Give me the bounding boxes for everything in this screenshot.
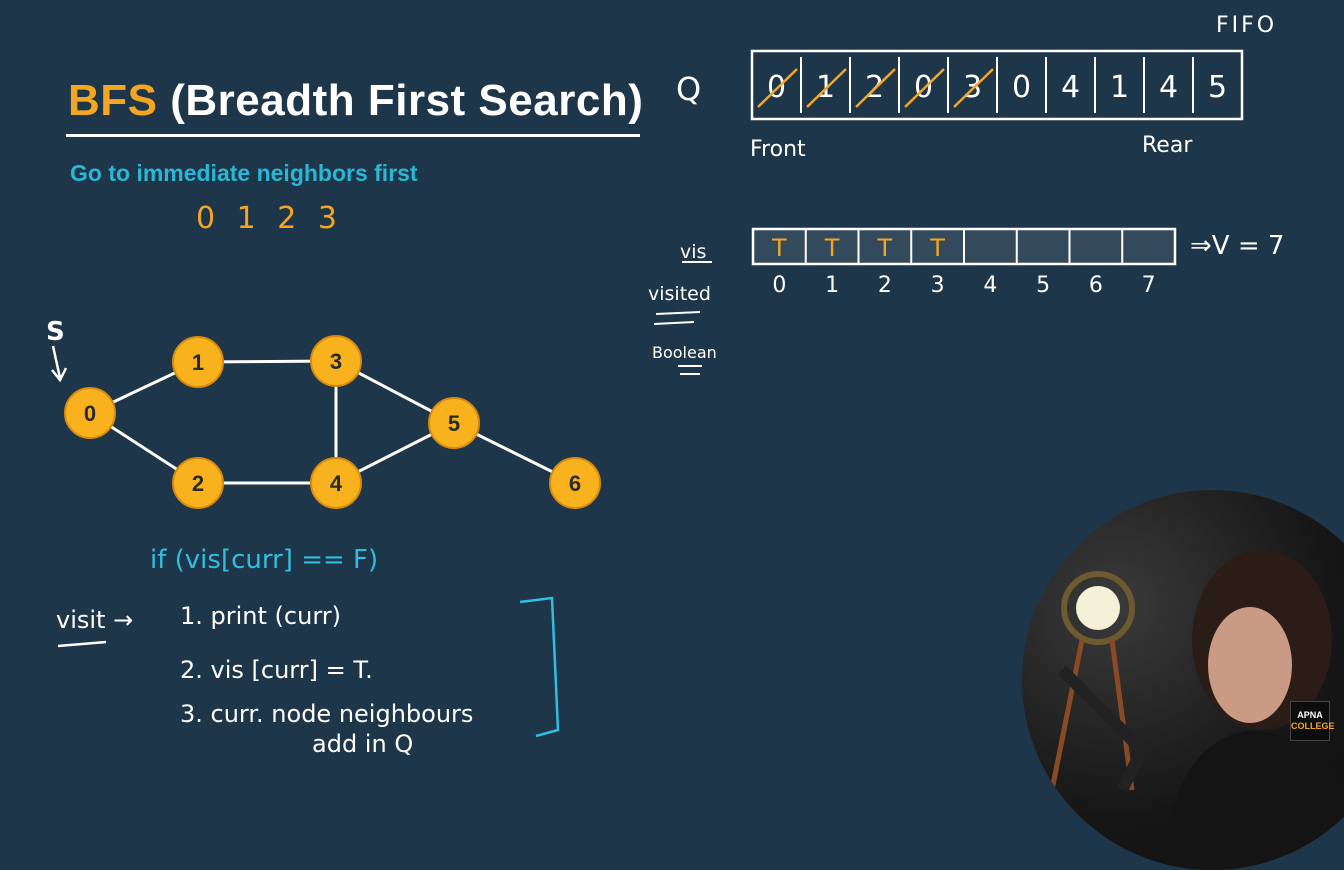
queue-strike: [904, 68, 945, 108]
graph-node-1: 1: [172, 336, 224, 388]
visited-cell-3: T: [929, 234, 945, 262]
queue-cell-9: 5: [1208, 70, 1227, 105]
step-1: 1. print (curr): [180, 602, 341, 630]
steps-bracket: [519, 596, 560, 738]
graph-node-2: 2: [172, 457, 224, 509]
graph-node-circle: [64, 387, 116, 439]
visited-label: visited: [648, 283, 711, 305]
step-3-continued: add in Q: [312, 730, 413, 758]
graph-node-label: 0: [84, 401, 96, 426]
graph-node-label: 1: [192, 350, 204, 375]
graph-node-label: 6: [569, 471, 581, 496]
queue-cell-6: 4: [1061, 70, 1080, 105]
visited-index-1: 1: [825, 273, 839, 298]
source-arrow: [51, 345, 68, 383]
visited-index-3: 3: [931, 273, 945, 298]
graph-node-0: 0: [64, 387, 116, 439]
graph-node-label: 4: [330, 471, 343, 496]
queue-label: Q: [676, 70, 701, 108]
boolean-label: Boolean: [652, 343, 717, 362]
visited-index-0: 0: [772, 273, 786, 298]
queue-strike: [953, 68, 994, 108]
graph-node-label: 3: [330, 349, 342, 374]
title-underline: [66, 134, 640, 137]
step-3: 3. curr. node neighbours: [180, 700, 473, 728]
graph-node-circle: [310, 335, 362, 387]
title-rest: (Breadth First Search): [170, 76, 644, 125]
queue-rear-label: Rear: [1142, 133, 1193, 158]
graph-node-circle: [310, 457, 362, 509]
queue-strike: [757, 68, 798, 108]
visit-underline: [57, 640, 107, 648]
visited-index-4: 4: [983, 273, 997, 298]
queue-array: 0120304145: [750, 49, 1244, 121]
graph-node-5: 5: [428, 397, 480, 449]
visited-index-6: 6: [1089, 273, 1103, 298]
condition-text: if (vis[curr] == F): [150, 545, 378, 575]
graph-nodes: 0 1 2 3 4 5 6: [64, 335, 601, 509]
step-2: 2. vis [curr] = T.: [180, 656, 373, 684]
queue-strike: [806, 68, 847, 108]
visited-array: T T T T 0 1 2 3 4 5 6 7: [751, 227, 1177, 298]
lamp-icon: [1076, 586, 1120, 630]
page-title: BFS (Breadth First Search): [68, 76, 643, 126]
graph-node-circle: [172, 336, 224, 388]
label-underlines: [653, 261, 712, 375]
title-acronym: BFS: [68, 76, 158, 125]
graph-node-6: 6: [549, 457, 601, 509]
fifo-label: FIFO: [1216, 13, 1277, 38]
graph-node-circle: [428, 397, 480, 449]
graph-node-circle: [172, 457, 224, 509]
queue-front-label: Front: [750, 137, 806, 162]
vis-label: vis: [680, 241, 706, 263]
channel-logo: APNA COLLEGE: [1290, 701, 1335, 741]
visited-index-2: 2: [878, 273, 892, 298]
queue-cell-5: 0: [1012, 70, 1031, 105]
visit-label: visit →: [56, 606, 133, 634]
graph-node-3: 3: [310, 335, 362, 387]
graph-node-label: 5: [448, 411, 460, 436]
microphone-icon: [1057, 665, 1150, 793]
queue-box: [750, 49, 1244, 121]
logo-line-2: COLLEGE: [1291, 721, 1335, 731]
presenter-body: [1162, 730, 1344, 870]
visited-cell-0: T: [771, 234, 787, 262]
graph-node-circle: [549, 457, 601, 509]
queue-cell-8: 4: [1159, 70, 1178, 105]
visited-cell-1: T: [824, 234, 840, 262]
queue-cell-7: 1: [1110, 70, 1129, 105]
visited-index-5: 5: [1036, 273, 1050, 298]
graph-node-4: 4: [310, 457, 362, 509]
visited-index-7: 7: [1142, 273, 1156, 298]
logo-line-1: APNA: [1297, 710, 1323, 720]
visited-cell-2: T: [877, 234, 893, 262]
graph-node-label: 2: [192, 471, 204, 496]
subtitle: Go to immediate neighbors first: [70, 160, 418, 186]
queue-strike: [855, 68, 896, 108]
bfs-order-text: 0 1 2 3: [196, 201, 343, 236]
v-equals-note: ⇒V = 7: [1190, 231, 1284, 261]
presenter-face: [1208, 607, 1292, 723]
source-label: S: [46, 317, 65, 347]
